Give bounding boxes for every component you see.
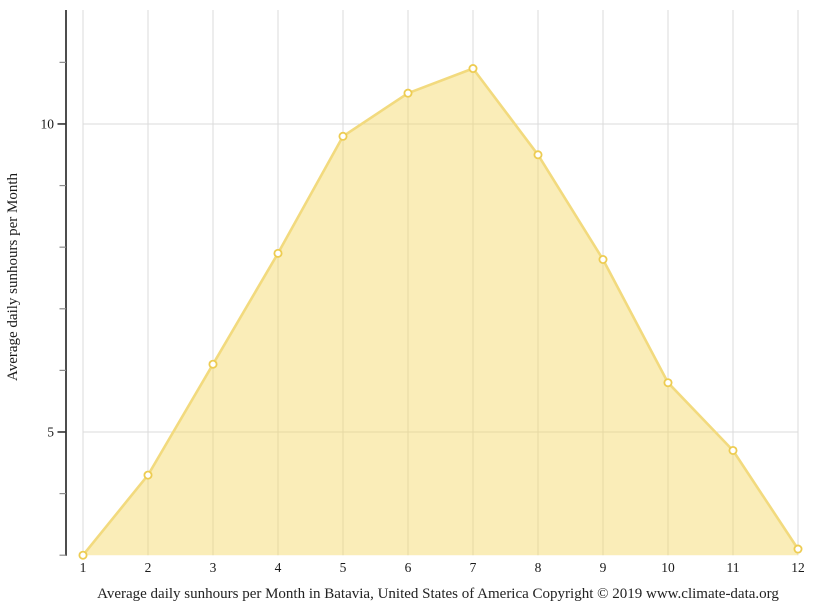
data-point-markers xyxy=(78,64,803,560)
x-tick-label: 11 xyxy=(727,560,740,575)
x-tick-label: 1 xyxy=(80,560,87,575)
data-point-marker xyxy=(663,378,673,388)
x-tick-label: 2 xyxy=(145,560,152,575)
data-point-marker xyxy=(143,470,153,480)
x-gridlines xyxy=(82,10,799,556)
area-fill xyxy=(83,68,798,556)
data-point-marker xyxy=(273,248,283,258)
data-point-marker xyxy=(403,88,413,98)
data-point-marker xyxy=(728,445,738,455)
x-tick-label: 7 xyxy=(470,560,477,575)
area-series xyxy=(81,67,800,557)
data-point-marker xyxy=(338,131,348,141)
data-point-marker xyxy=(208,359,218,369)
y-tick-labels: 5 10 xyxy=(41,116,55,439)
x-tick-label: 9 xyxy=(600,560,607,575)
x-tick-label: 10 xyxy=(661,560,675,575)
x-tick-labels: 1 2 3 4 5 6 7 8 9 10 11 12 xyxy=(80,560,805,575)
data-point-marker xyxy=(793,544,803,554)
y-axis-title: Average daily sunhours per Month xyxy=(5,173,21,382)
x-tick-label: 3 xyxy=(210,560,217,575)
y-axis-ticks xyxy=(57,61,66,556)
series-line xyxy=(81,67,800,557)
y-tick-label: 5 xyxy=(47,424,54,439)
data-point-marker xyxy=(598,254,608,264)
x-tick-label: 5 xyxy=(340,560,347,575)
y-tick-label: 10 xyxy=(41,116,55,131)
x-tick-label: 6 xyxy=(405,560,412,575)
data-point-marker xyxy=(468,64,478,74)
x-tick-label: 8 xyxy=(535,560,542,575)
chart-caption: Average daily sunhours per Month in Bata… xyxy=(97,586,779,602)
x-tick-label: 4 xyxy=(275,560,282,575)
y-gridlines xyxy=(83,123,798,433)
data-point-marker xyxy=(533,150,543,160)
data-point-marker xyxy=(78,550,88,560)
x-tick-label: 12 xyxy=(791,560,805,575)
